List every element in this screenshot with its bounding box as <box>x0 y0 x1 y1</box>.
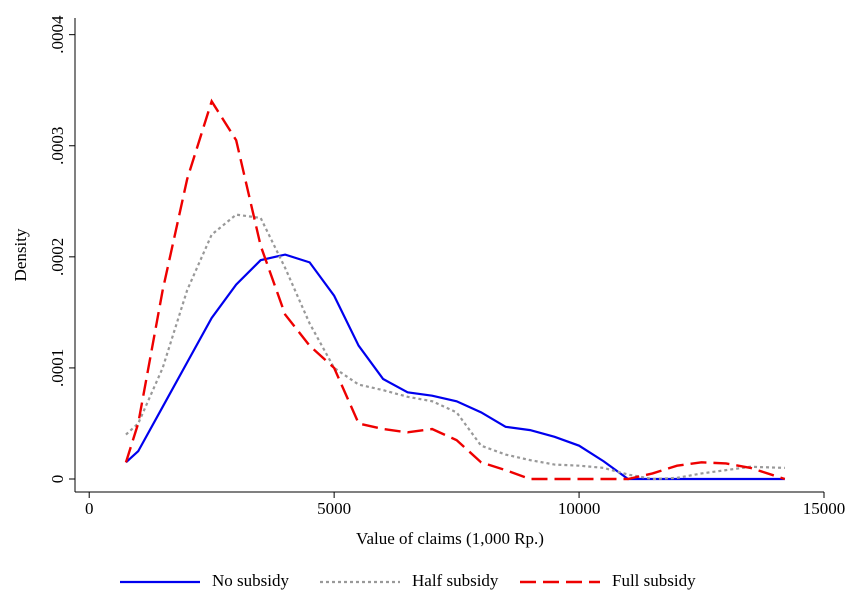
legend-label: Full subsidy <box>612 571 696 590</box>
legend-label: Half subsidy <box>412 571 499 590</box>
legend-label: No subsidy <box>212 571 289 590</box>
x-axis-label: Value of claims (1,000 Rp.) <box>356 529 544 548</box>
x-tick-label: 5000 <box>317 499 351 518</box>
x-tick-label: 0 <box>85 499 94 518</box>
y-tick-label: .0001 <box>48 349 67 387</box>
x-tick-label: 15000 <box>803 499 846 518</box>
series-line <box>124 98 786 481</box>
y-tick-label: .0002 <box>48 238 67 276</box>
y-tick-label: 0 <box>48 475 67 484</box>
x-tick-label: 10000 <box>558 499 601 518</box>
y-tick-label: .0004 <box>48 15 67 54</box>
series-line <box>125 213 785 481</box>
y-tick-label: .0003 <box>48 127 67 165</box>
y-axis-label: Density <box>11 228 30 281</box>
series-line <box>125 253 785 481</box>
